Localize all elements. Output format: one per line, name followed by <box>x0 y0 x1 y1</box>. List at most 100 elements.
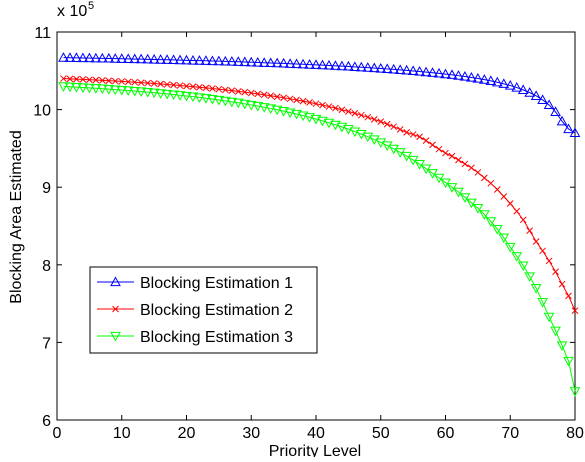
series-3-point <box>187 92 199 103</box>
series-3-point <box>472 204 484 214</box>
series-2-point <box>157 80 164 88</box>
series-3-point <box>330 120 341 131</box>
series-3-point <box>148 88 160 99</box>
series-2-point <box>124 78 132 86</box>
series-1-point <box>453 70 464 80</box>
series-1-point <box>161 54 173 64</box>
series-2-point <box>325 103 333 110</box>
series-1-point <box>537 94 548 104</box>
series-1-point <box>323 59 335 70</box>
series-2-point <box>416 133 423 141</box>
series-3-point <box>427 169 438 179</box>
series-2-point <box>234 88 242 95</box>
x-tick-label: 30 <box>242 425 260 442</box>
series-1-point <box>336 60 348 71</box>
series-2-point <box>202 84 210 92</box>
series-2-point <box>79 76 87 83</box>
x-tick-label: 60 <box>437 425 455 442</box>
series-2-point <box>286 95 294 103</box>
series-3-point <box>446 183 458 193</box>
series-2-point <box>539 247 546 255</box>
series-3-point <box>550 326 561 337</box>
series-3-point <box>161 89 173 100</box>
series-2-point <box>306 99 313 106</box>
x-tick-label: 10 <box>113 425 131 442</box>
series-1-point <box>440 68 451 79</box>
series-1-point <box>239 56 251 67</box>
series-2-point <box>137 79 145 87</box>
series-2-point <box>565 292 572 300</box>
series-1-point <box>355 61 367 72</box>
series-1-line <box>63 57 576 134</box>
x-tick-label: 0 <box>53 425 62 442</box>
series-3-point <box>297 111 309 122</box>
series-1-point <box>466 71 477 82</box>
series-2-point <box>73 75 80 83</box>
series-3-point <box>543 312 555 323</box>
series-3-point <box>440 178 451 189</box>
series-2-point <box>60 75 67 82</box>
series-2-point <box>254 90 262 98</box>
series-1-point <box>375 62 387 73</box>
series-1-point <box>414 65 425 76</box>
series-1-point <box>530 90 542 100</box>
series-2-point <box>86 76 93 84</box>
legend-marker-2 <box>112 305 119 313</box>
series-2-point <box>377 118 385 125</box>
series-3-point <box>336 122 348 133</box>
x-tick-label: 70 <box>501 425 519 442</box>
series-3-point <box>252 101 264 112</box>
series-1 <box>58 52 581 137</box>
y-tick-label: 8 <box>42 258 51 275</box>
legend-marker-3 <box>110 331 121 342</box>
series-3-point <box>485 217 497 227</box>
series-1-point <box>284 58 296 68</box>
y-tick-label: 9 <box>42 180 51 197</box>
series-3-point <box>226 97 238 108</box>
series-3-point <box>239 99 251 110</box>
legend: Blocking Estimation 1 Blocking Estimation… <box>89 266 318 354</box>
y-tick-label: 10 <box>33 103 51 120</box>
series-3-point <box>232 98 244 109</box>
series-3-point <box>291 109 302 120</box>
series-3-point <box>556 341 568 352</box>
series-2-point <box>209 85 216 92</box>
series-2-point <box>228 87 236 94</box>
series-2-point <box>247 89 255 97</box>
series-2-point <box>409 131 417 138</box>
series-2-point <box>487 179 495 187</box>
series-3-point <box>278 107 289 117</box>
series-3-point <box>109 85 121 96</box>
series-2-point <box>448 152 456 160</box>
series-1-point <box>569 127 581 137</box>
series-layer <box>58 52 581 397</box>
series-3-point <box>479 210 490 220</box>
series-1-point <box>420 66 432 77</box>
series-3-point <box>524 272 536 282</box>
series-3-point <box>491 225 503 235</box>
series-1-point <box>517 84 529 94</box>
legend-box <box>89 266 318 354</box>
series-1-point <box>213 55 225 66</box>
series-1-point <box>129 53 141 64</box>
series-1-point <box>278 57 289 68</box>
series-3-point <box>181 91 192 102</box>
series-1-point <box>232 56 244 66</box>
series-1-point <box>491 76 503 87</box>
series-1-point <box>291 58 302 69</box>
series-2-point <box>215 85 223 93</box>
y-tick-label: 11 <box>34 25 51 42</box>
series-2-point <box>267 92 275 100</box>
series-3-point <box>537 297 548 308</box>
series-1-point <box>543 99 555 110</box>
series-3-point <box>77 83 89 94</box>
series-1-point <box>77 52 89 63</box>
series-1-point <box>168 54 179 65</box>
series-1-point <box>58 52 69 62</box>
series-2-point <box>390 123 398 131</box>
series-1-point <box>90 52 102 63</box>
series-2-point <box>442 149 449 157</box>
series-2-point <box>170 81 177 89</box>
series-3-point <box>310 114 322 125</box>
